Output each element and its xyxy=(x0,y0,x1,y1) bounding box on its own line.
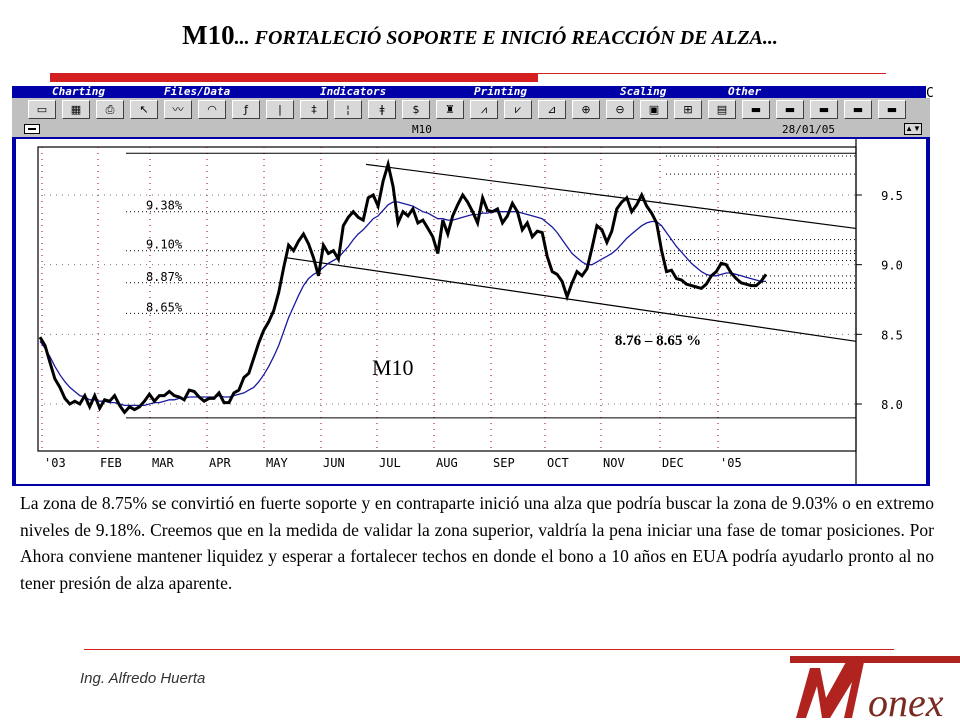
x-tick-label: SEP xyxy=(493,456,515,470)
open-icon[interactable]: ▭ xyxy=(28,100,56,119)
y-tick-label: 9.0 xyxy=(881,259,903,273)
svg-text:onex: onex xyxy=(868,680,944,720)
line-chart-icon-3[interactable]: ⊿ xyxy=(538,100,566,119)
x-tick-label: DEC xyxy=(662,456,684,470)
edge-glyph: C xyxy=(926,86,934,101)
logo-wordmark: onex xyxy=(796,662,944,720)
pointer-icon[interactable]: ↖ xyxy=(130,100,158,119)
title-accent-bar xyxy=(50,73,538,82)
tool-icon-4[interactable]: ▬ xyxy=(844,100,872,119)
x-tick-label: MAY xyxy=(266,456,288,470)
price-line xyxy=(38,158,768,415)
chart-window-date: 28/01/05 xyxy=(782,123,835,136)
x-tick-label: '05 xyxy=(720,456,742,470)
menu-scaling[interactable]: Scaling xyxy=(620,85,667,98)
toolbar: ▭ ▦ ⎙ ↖ 〰 ◠ ƒ | ‡ ¦ ǂ $ ♜ ⩘ ⩗ ⊿ ⊕ ⊖ ▣ ⊞ ▤ ▬ ▬ ▬ ▬ ▬ xyxy=(12,98,930,122)
menu-printing[interactable]: Printing xyxy=(474,85,527,98)
title-sub: ... FORTALECIÓ SOPORTE E INICIÓ REACCIÓN… xyxy=(234,27,778,49)
bar-icon-4[interactable]: ǂ xyxy=(368,100,396,119)
plot-area xyxy=(37,146,857,452)
scroll-arrows-icon[interactable]: ▲▼ xyxy=(904,123,922,135)
slide-title: M10... FORTALECIÓ SOPORTE E INICIÓ REACC… xyxy=(0,20,960,51)
moving-average-line xyxy=(39,201,766,407)
channel-lower xyxy=(285,257,857,342)
dollar-icon[interactable]: $ xyxy=(402,100,430,119)
title-accent-line xyxy=(538,73,886,74)
commentary-text: La zona de 8.75% se convirtió en fuerte … xyxy=(20,493,934,593)
line-chart-icon[interactable]: ⩘ xyxy=(470,100,498,119)
y-tick-label: 8.0 xyxy=(881,398,903,412)
x-tick-label: OCT xyxy=(547,456,569,470)
x-tick-label: FEB xyxy=(100,456,122,470)
zoom-in-icon[interactable]: ⊕ xyxy=(572,100,600,119)
x-tick-label: '03 xyxy=(44,456,66,470)
grid-icon[interactable]: ⊞ xyxy=(674,100,702,119)
trendline-icon[interactable]: 〰 xyxy=(164,100,192,119)
window-icon[interactable]: ▣ xyxy=(640,100,668,119)
chart-title: M10 xyxy=(372,355,414,380)
level-label: 8.65% xyxy=(146,300,183,314)
tool-icon-2[interactable]: ▬ xyxy=(776,100,804,119)
menu-indicators[interactable]: Indicators xyxy=(320,85,387,98)
fibonacci-icon[interactable]: ƒ xyxy=(232,100,260,119)
x-tick-label: MAR xyxy=(152,456,174,470)
channel-upper xyxy=(365,163,857,230)
monex-logo: onex xyxy=(790,648,960,720)
binoculars-icon[interactable]: ♜ xyxy=(436,100,464,119)
bar-icon[interactable]: | xyxy=(266,100,294,119)
logo-bar xyxy=(790,656,960,663)
charting-app-window: Charting Files/Data Indicators Printing … xyxy=(12,86,934,486)
x-tick-label: APR xyxy=(209,456,231,470)
x-tick-label: AUG xyxy=(436,456,458,470)
menu-other[interactable]: Other xyxy=(728,85,762,98)
save-icon[interactable]: ▦ xyxy=(62,100,90,119)
author-name: Ing. Alfredo Huerta xyxy=(80,670,206,687)
menu-charting[interactable]: Charting xyxy=(52,85,105,98)
bar-icon-3[interactable]: ¦ xyxy=(334,100,362,119)
tool-icon-5[interactable]: ▬ xyxy=(878,100,906,119)
level-label: 9.10% xyxy=(146,238,183,252)
support-annotation: 8.76 – 8.65 % xyxy=(615,333,701,349)
chart-window-titlebar: M10 28/01/05 ▲▼ xyxy=(12,122,930,137)
cycle-icon[interactable]: ◠ xyxy=(198,100,226,119)
title-main: M10 xyxy=(182,20,235,50)
zoom-out-icon[interactable]: ⊖ xyxy=(606,100,634,119)
print-icon[interactable]: ⎙ xyxy=(96,100,124,119)
x-tick-label: JUL xyxy=(379,456,401,470)
chart-window-title: M10 xyxy=(412,123,432,136)
bar-icon-2[interactable]: ‡ xyxy=(300,100,328,119)
x-tick-label: NOV xyxy=(603,456,625,470)
level-label: 8.87% xyxy=(146,270,183,284)
price-chart: '03 FEB MAR APR MAY JUN JUL AUG SEP OCT NOV DEC '05 9… xyxy=(16,139,926,484)
line-chart-icon-2[interactable]: ⩗ xyxy=(504,100,532,119)
footer-line xyxy=(84,649,894,650)
menu-files-data[interactable]: Files/Data xyxy=(164,85,231,98)
chart-window: M10 28/01/05 ▲▼ '03 FEB MAR APR MAY JUN JUL AUG… xyxy=(12,122,930,486)
y-tick-label: 9.5 xyxy=(881,189,903,203)
system-menu-icon[interactable] xyxy=(24,124,40,134)
x-tick-label: JUN xyxy=(323,456,345,470)
tool-icon-1[interactable]: ▬ xyxy=(742,100,770,119)
level-label: 9.38% xyxy=(146,199,183,213)
tool-icon-3[interactable]: ▬ xyxy=(810,100,838,119)
menu-bar: Charting Files/Data Indicators Printing … xyxy=(12,86,930,98)
table-icon[interactable]: ▤ xyxy=(708,100,736,119)
y-tick-label: 8.5 xyxy=(881,328,903,342)
